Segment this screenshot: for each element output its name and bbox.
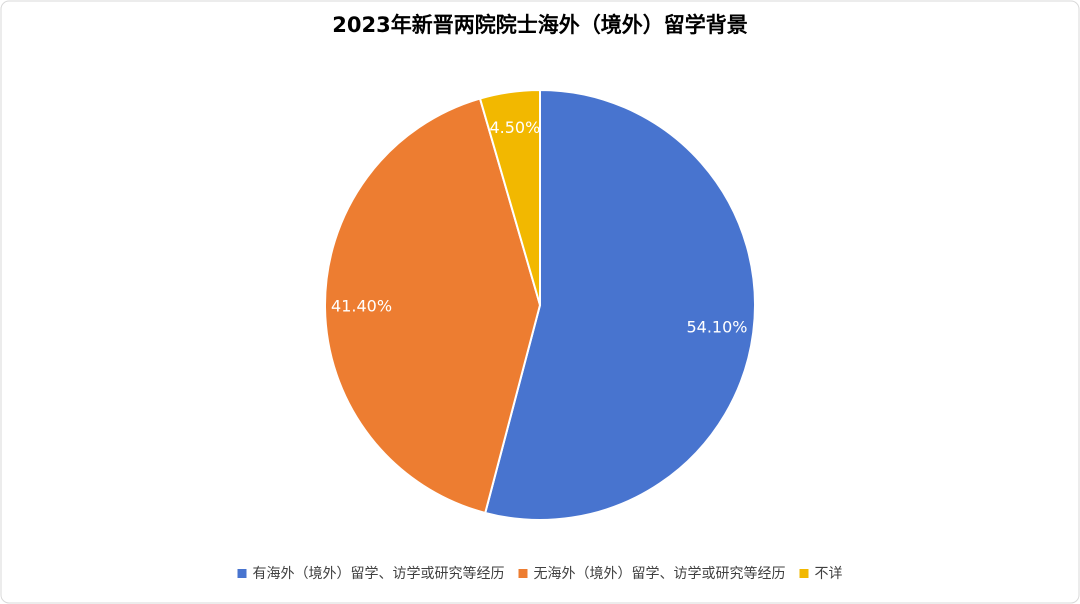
legend-swatch (237, 569, 247, 578)
data-label: 41.40% (331, 297, 392, 316)
chart-title: 2023年新晋两院院士海外（境外）留学背景 (332, 13, 747, 37)
pie-slice (484, 88, 756, 521)
pie-slice (324, 97, 542, 515)
legend-swatch (799, 569, 809, 578)
legend-label: 不详 (815, 566, 843, 582)
data-label: 4.50% (489, 118, 540, 137)
data-label: 54.10% (686, 317, 747, 336)
legend-swatch (518, 569, 528, 578)
legend-label: 无海外（境外）留学、访学或研究等经历 (534, 565, 786, 582)
legend-label: 有海外（境外）留学、访学或研究等经历 (253, 565, 505, 582)
pie-slice (478, 88, 541, 306)
